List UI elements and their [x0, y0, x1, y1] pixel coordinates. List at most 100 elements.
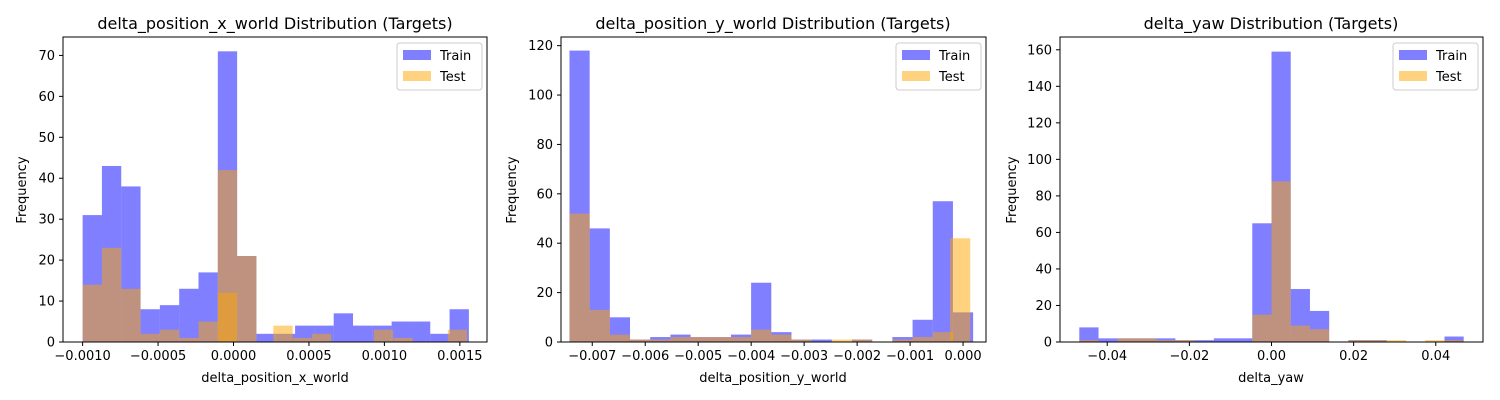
y-tick-label: 20	[1035, 299, 1052, 314]
x-axis-label: delta_yaw	[1238, 371, 1304, 386]
y-tick-label: 120	[528, 39, 553, 54]
legend: Train Test	[396, 42, 483, 91]
x-tick-label: −0.004	[727, 349, 775, 364]
histogram-bar	[430, 333, 450, 342]
histogram-bar	[101, 247, 122, 342]
histogram-bars	[569, 50, 974, 342]
histogram-bar	[791, 339, 812, 342]
chart-title: delta_position_x_world Distribution (Tar…	[97, 14, 452, 34]
y-tick-label: 50	[38, 131, 55, 146]
y-tick-label: 60	[536, 187, 553, 202]
histogram-bar	[140, 333, 160, 342]
histogram-bar	[179, 337, 199, 342]
histogram-bar	[650, 339, 671, 342]
histogram-bar	[730, 337, 752, 342]
legend-swatch	[403, 71, 431, 81]
chart-title: delta_position_y_world Distribution (Tar…	[595, 14, 950, 34]
histogram-bar	[1444, 336, 1464, 342]
y-tick-label: 70	[38, 49, 55, 64]
histogram-bar	[373, 329, 394, 342]
histogram-bar	[1348, 340, 1368, 342]
legend-swatch	[902, 71, 930, 81]
chart-title: delta_yaw Distribution (Targets)	[1144, 14, 1399, 34]
legend-label: Test	[938, 70, 965, 85]
x-tick-label: 0.00	[1257, 349, 1286, 364]
histogram-bar	[690, 337, 711, 342]
y-tick-label: 20	[38, 254, 55, 269]
x-tick-label: −0.002	[833, 349, 881, 364]
histogram-bar	[950, 238, 971, 342]
y-tick-label: 40	[536, 237, 553, 252]
x-tick-label: 0.0015	[437, 349, 483, 364]
histogram-bar	[912, 337, 933, 342]
y-tick-label: 40	[1035, 262, 1052, 277]
histogram-bar	[630, 339, 651, 342]
histogram-bar	[82, 284, 102, 342]
legend-label: Train	[439, 49, 471, 64]
histogram-bar	[1309, 329, 1330, 342]
histogram-bar	[670, 337, 691, 342]
histogram-bar	[831, 339, 853, 342]
y-tick-label: 0	[1044, 336, 1052, 351]
axes-frame: −0.0010 −0.0005 0.0000 0.0005 0.0010 0.0015 0 1…	[38, 36, 488, 364]
histogram-bar	[333, 313, 354, 342]
histogram-bar	[1079, 340, 1099, 342]
legend-label: Train	[1435, 49, 1467, 64]
histogram-bar	[751, 329, 772, 342]
histogram-bar	[569, 213, 590, 342]
y-tick-label: 80	[536, 138, 553, 153]
histogram-bar	[932, 201, 953, 342]
legend-swatch	[403, 50, 431, 60]
y-tick-label: 0	[545, 336, 553, 351]
x-tick-label: −0.04	[1087, 349, 1127, 364]
x-tick-label: −0.005	[674, 349, 722, 364]
histogram-bar	[609, 334, 631, 342]
chart-delta-position-x: delta_position_x_world Distribution (Tar…	[15, 14, 488, 386]
histogram-bar	[1444, 340, 1464, 342]
x-tick-label: 0.0005	[286, 349, 332, 364]
histogram-bar	[1079, 327, 1099, 342]
histogram-bar	[353, 325, 373, 342]
y-tick-label: 20	[536, 286, 553, 301]
histogram-bar	[256, 333, 276, 342]
x-tick-label: 0.04	[1421, 349, 1450, 364]
histogram-bar	[292, 337, 312, 342]
histogram-bar	[1098, 338, 1118, 342]
legend-swatch	[1399, 50, 1427, 60]
histogram-bar	[391, 321, 411, 342]
histogram-bar	[751, 282, 772, 342]
legend-label: Test	[439, 70, 466, 85]
x-axis-label: delta_position_x_world	[201, 371, 348, 386]
histogram-bar	[932, 332, 953, 342]
x-tick-label: 0.02	[1339, 349, 1368, 364]
histogram-bar	[811, 339, 832, 342]
histogram-bar	[179, 288, 199, 342]
histogram-bar	[1252, 314, 1272, 342]
x-tick-label: 0.0010	[362, 349, 408, 364]
y-tick-label: 100	[528, 89, 553, 104]
histogram-bars	[82, 51, 469, 342]
histogram-bar	[410, 321, 431, 342]
histogram-bar	[1290, 325, 1310, 342]
chart-delta-position-y: delta_position_y_world Distribution (Tar…	[505, 14, 987, 386]
plot-frame	[560, 36, 987, 343]
histogram-bar	[1194, 340, 1214, 342]
histogram-bar	[589, 309, 610, 342]
x-tick-label: 0.0000	[211, 349, 257, 364]
y-axis-label: Frequency	[505, 156, 520, 223]
x-tick-label: −0.0010	[54, 349, 110, 364]
y-tick-label: 10	[38, 295, 55, 310]
legend-label: Train	[938, 49, 970, 64]
x-tick-label: −0.0005	[130, 349, 186, 364]
y-tick-label: 0	[47, 336, 55, 351]
histogram-bar	[1136, 338, 1157, 342]
y-tick-label: 40	[38, 172, 55, 187]
histogram-bar	[1175, 340, 1195, 342]
x-tick-label: 0.000	[944, 349, 981, 364]
legend: Train Test	[1392, 42, 1479, 91]
histogram-bar	[710, 337, 731, 342]
y-tick-label: 60	[1035, 226, 1052, 241]
histogram-bar	[912, 319, 933, 342]
x-tick-label: −0.001	[886, 349, 934, 364]
x-tick-label: −0.003	[780, 349, 828, 364]
